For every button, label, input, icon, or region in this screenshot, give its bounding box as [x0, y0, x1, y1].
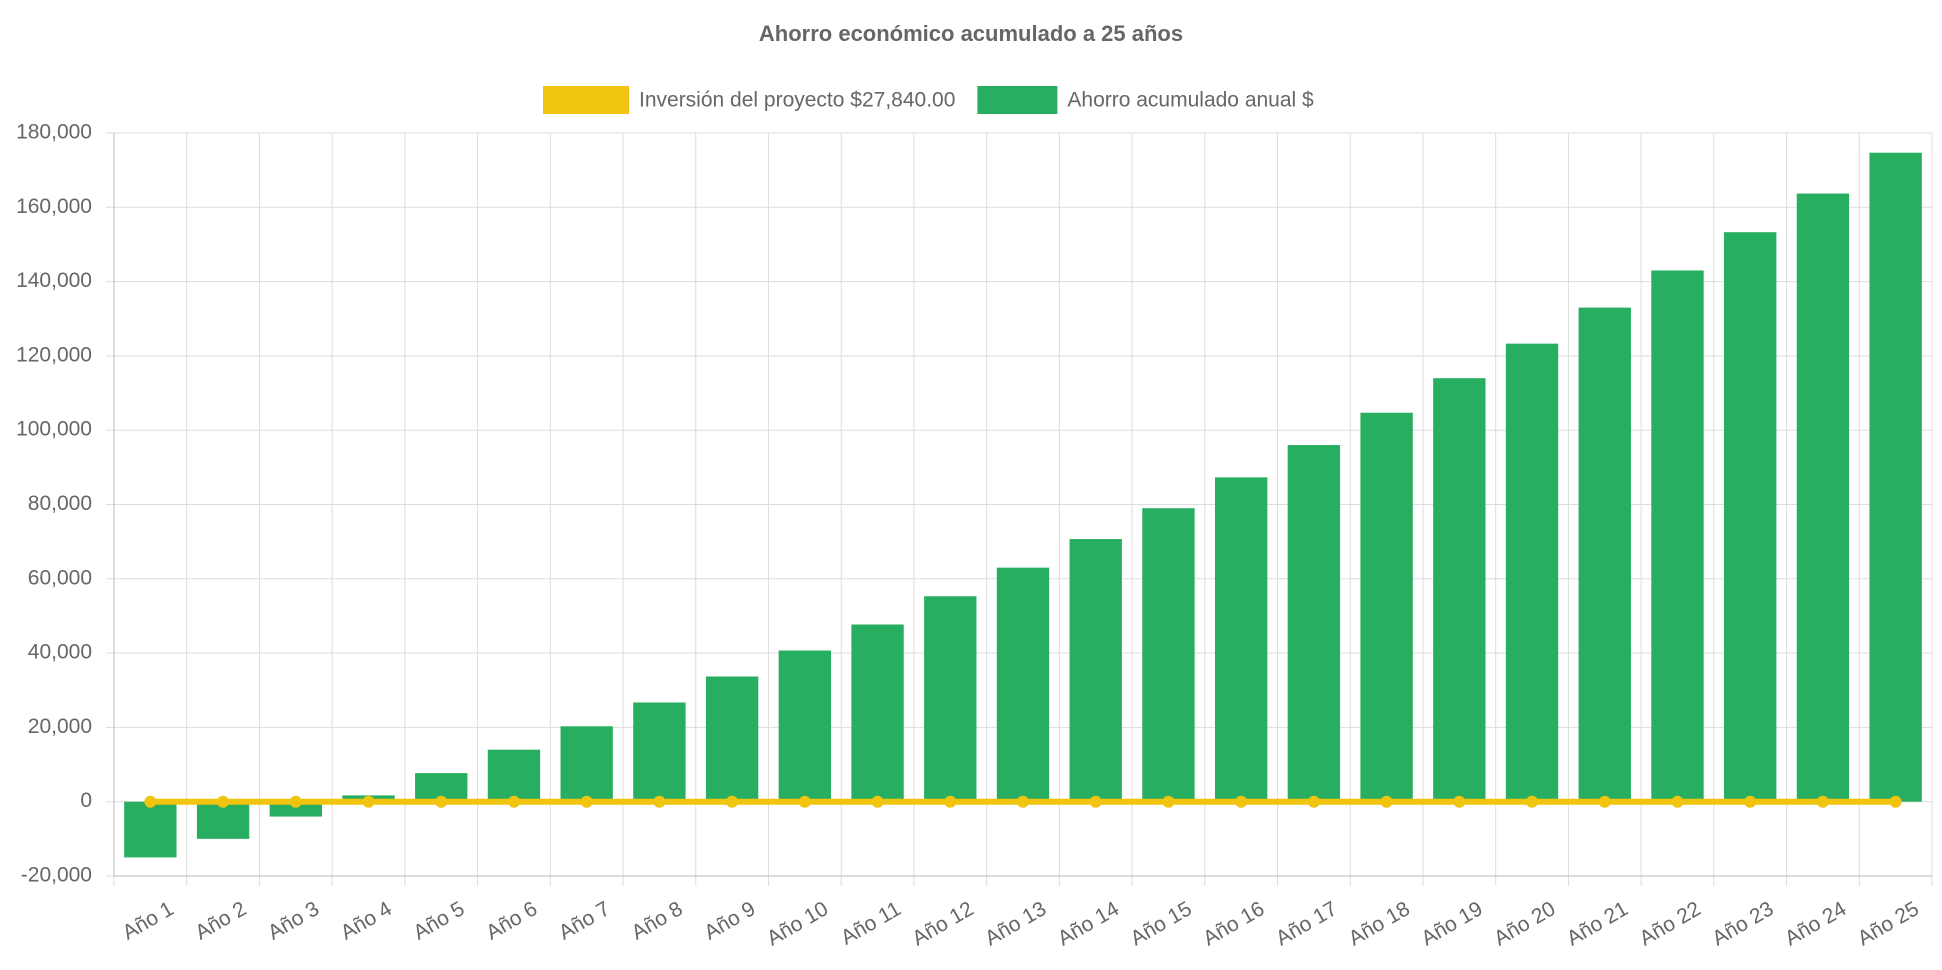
bar — [705, 676, 759, 802]
y-tick-label: 20,000 — [28, 715, 92, 738]
point — [944, 795, 957, 808]
legend-label: Inversión del proyecto $27,840.00 — [639, 89, 955, 112]
y-tick-label: 0 — [80, 789, 92, 812]
bar — [851, 624, 904, 802]
point — [362, 795, 375, 808]
bar — [196, 801, 250, 839]
x-tick-label: Año 20 — [1490, 897, 1559, 950]
legend-label: Ahorro acumulado anual $ — [1067, 89, 1314, 112]
point — [1598, 795, 1611, 808]
point — [435, 795, 448, 808]
bar — [1287, 445, 1341, 802]
bar — [1214, 477, 1268, 802]
point — [1453, 795, 1466, 808]
x-tick-label: Año 12 — [908, 897, 977, 950]
x-tick-label: Año 5 — [409, 897, 468, 944]
point — [1162, 795, 1175, 808]
bar — [1142, 508, 1195, 802]
x-tick-label: Año 2 — [191, 897, 250, 944]
point — [217, 795, 230, 808]
legend-swatch — [543, 86, 629, 114]
x-tick-label: Año 1 — [119, 897, 178, 944]
point — [289, 795, 302, 808]
point — [798, 795, 811, 808]
y-tick-label: 100,000 — [16, 418, 92, 441]
x-tick-label: Año 21 — [1563, 897, 1632, 950]
bar — [1724, 232, 1777, 802]
y-tick-label: 60,000 — [28, 566, 92, 589]
point — [1380, 795, 1393, 808]
point — [580, 795, 593, 808]
bar — [1433, 378, 1486, 802]
x-tick-label: Año 10 — [763, 897, 832, 950]
bar — [996, 567, 1050, 802]
x-tick-label: Año 8 — [628, 897, 687, 944]
point — [1017, 795, 1029, 808]
y-tick-label: 160,000 — [16, 195, 92, 218]
bar — [560, 726, 613, 802]
y-tick-label: 180,000 — [16, 121, 92, 144]
x-tick-label: Año 16 — [1199, 897, 1268, 950]
y-tick-label: 140,000 — [16, 269, 92, 292]
bar — [1505, 343, 1559, 802]
y-tick-label: 80,000 — [28, 492, 92, 515]
point — [871, 795, 884, 808]
x-tick-label: Año 14 — [1054, 897, 1123, 950]
point — [1816, 795, 1829, 808]
y-tick-label: 120,000 — [16, 343, 92, 366]
y-tick-label: -20,000 — [21, 864, 92, 887]
point — [1307, 795, 1320, 808]
point — [1089, 795, 1102, 808]
chart-title: Ahorro económico acumulado a 25 años — [759, 21, 1183, 46]
x-tick-label: Año 18 — [1345, 897, 1414, 950]
x-tick-label: Año 25 — [1854, 897, 1923, 950]
bar — [124, 801, 177, 858]
point — [1744, 795, 1757, 808]
point — [726, 795, 739, 808]
y-tick-label: 40,000 — [28, 641, 92, 664]
bar — [633, 702, 686, 802]
point — [144, 795, 157, 808]
x-tick-label: Año 13 — [981, 897, 1050, 950]
x-tick-label: Año 24 — [1781, 897, 1850, 950]
x-tick-label: Año 23 — [1708, 897, 1777, 950]
bar — [487, 749, 541, 802]
x-tick-label: Año 11 — [837, 897, 905, 949]
point — [1235, 795, 1248, 808]
bar — [1651, 270, 1704, 802]
bar — [1869, 152, 1922, 802]
point — [507, 795, 520, 808]
bar — [924, 596, 977, 802]
bar — [1069, 539, 1122, 802]
x-tick-label: Año 6 — [482, 897, 541, 944]
point — [1526, 795, 1539, 808]
x-tick-label: Año 4 — [337, 897, 396, 945]
x-tick-label: Año 3 — [264, 897, 323, 944]
point — [653, 795, 666, 808]
bar — [1360, 412, 1413, 802]
bar — [778, 650, 832, 802]
point — [1671, 795, 1684, 808]
bar — [1796, 193, 1850, 802]
x-tick-label: Año 15 — [1127, 897, 1196, 950]
x-tick-label: Año 9 — [700, 897, 759, 944]
point — [1889, 795, 1902, 808]
x-tick-label: Año 17 — [1272, 897, 1341, 950]
x-tick-label: Año 7 — [555, 897, 614, 944]
legend: Inversión del proyecto $27,840.00 Ahorro … — [543, 86, 1314, 114]
bar — [269, 801, 322, 817]
x-tick-label: Año 22 — [1636, 897, 1705, 950]
x-tick-label: Año 19 — [1417, 897, 1486, 950]
legend-swatch — [977, 86, 1058, 114]
bar — [1578, 307, 1631, 802]
